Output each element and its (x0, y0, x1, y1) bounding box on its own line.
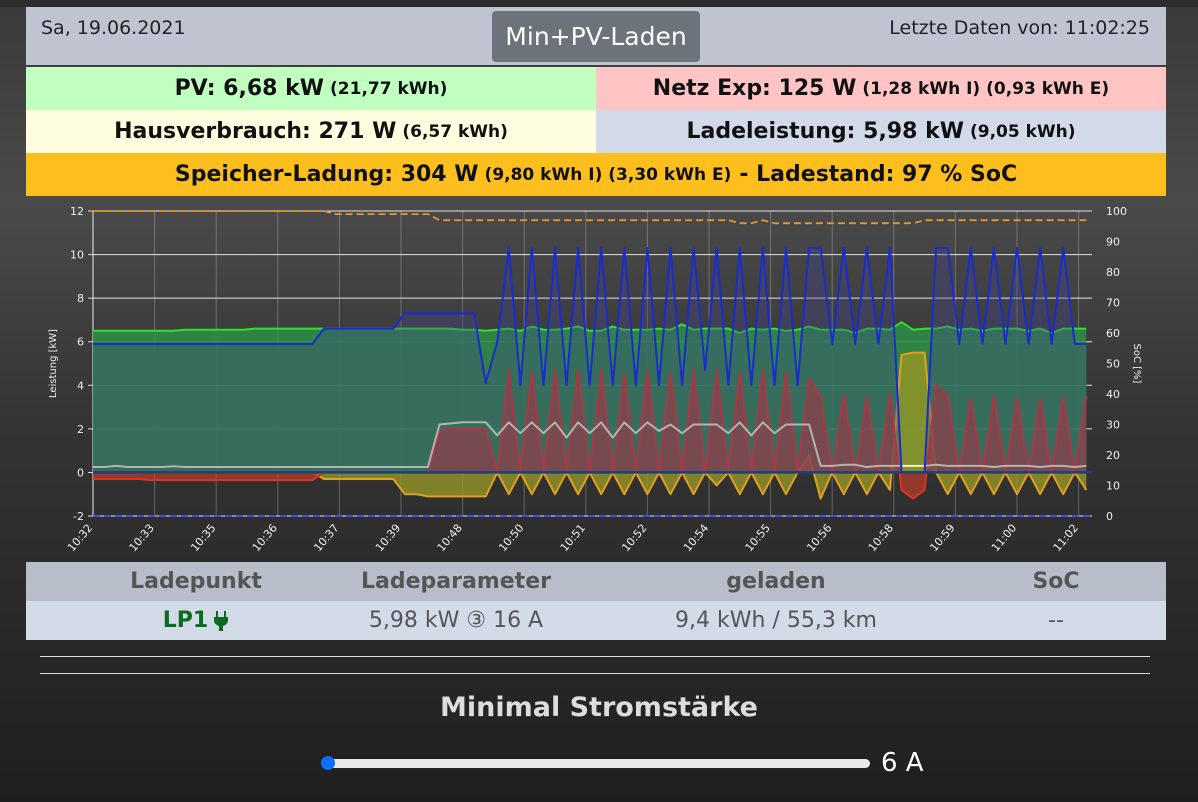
charge-params: 5,98 kW ③ 16 A (368, 608, 544, 633)
battery-energy: (9,80 kWh I) (3,30 kWh E) (484, 164, 732, 185)
y-tick-label: 10 (70, 249, 84, 262)
date-label: Sa, 19.06.2021 (41, 17, 186, 39)
y2-tick-label: 30 (1106, 419, 1120, 432)
x-tick-label: 10:55 (743, 522, 773, 555)
pv-energy: (21,77 kWh) (330, 78, 448, 99)
min-current-slider-track[interactable] (322, 759, 870, 768)
divider (40, 673, 1150, 674)
header: Sa, 19.06.2021 Min+PV-Laden Letzte Daten… (26, 7, 1166, 65)
y-tick-label: 4 (77, 379, 84, 392)
x-tick-label: 10:32 (65, 522, 95, 555)
y-axis-label: Leistung [kW] (48, 329, 59, 398)
y-tick-label: -2 (73, 510, 84, 523)
x-tick-label: 10:56 (804, 522, 834, 555)
y2-tick-label: 80 (1106, 266, 1120, 279)
y2-tick-label: 40 (1106, 388, 1120, 401)
pv-value: PV: 6,68 kW (174, 76, 325, 101)
y2-tick-label: 10 (1106, 480, 1120, 493)
plug-icon (214, 610, 229, 631)
x-tick-label: 10:37 (311, 522, 341, 555)
y-tick-label: 8 (77, 292, 84, 305)
house-value: Hausverbrauch: 271 W (114, 119, 397, 144)
x-tick-label: 10:51 (558, 522, 588, 555)
min-current-title: Minimal Stromstärke (439, 692, 758, 723)
x-tick-label: 10:35 (188, 522, 218, 555)
x-tick-label: 10:58 (866, 522, 896, 555)
battery-summary: Speicher-Ladung: 304 W (9,80 kWh I) (3,30… (26, 153, 1166, 196)
table-header: Ladepunkt Ladeparameter geladen SoC (26, 562, 1166, 601)
charge-energy: (9,05 kWh) (969, 121, 1076, 142)
house-energy: (6,57 kWh) (402, 121, 508, 142)
ev-soc: -- (1048, 608, 1064, 633)
y2-tick-label: 0 (1106, 510, 1113, 523)
min-current-slider-handle[interactable] (321, 756, 335, 770)
power-chart-svg: -2 0 2 4 6 8 10 12 0 10 20 30 40 50 60 70 80 90 100 10:32 10… (48, 205, 1142, 555)
grid-value: Netz Exp: 125 W (652, 76, 857, 101)
series-line-hausverbrauch (93, 421, 1087, 468)
battery-soc: - Ladestand: 97 % SoC (739, 162, 1018, 187)
y2-tick-label: 60 (1106, 327, 1120, 340)
x-tick-label: 10:48 (435, 522, 465, 555)
divider (40, 656, 1150, 657)
header-ladeparameter: Ladeparameter (361, 569, 551, 594)
y-tick-label: 0 (77, 466, 84, 479)
header-geladen: geladen (726, 569, 826, 594)
y2-tick-label: 20 (1106, 449, 1120, 462)
last-data-label: Letzte Daten von: 11:02:25 (889, 17, 1150, 39)
series-line-speicher-soc (93, 210, 1087, 225)
grid-summary: Netz Exp: 125 W (1,28 kWh I) (0,93 kWh E) (596, 67, 1166, 110)
y-tick-label: 2 (77, 423, 84, 436)
charged-amount: 9,4 kWh / 55,3 km (675, 608, 877, 633)
y2-tick-label: 50 (1106, 358, 1120, 371)
power-chart: -2 0 2 4 6 8 10 12 0 10 20 30 40 50 60 70 80 90 100 10:32 10… (26, 200, 1166, 560)
x-tick-label: 10:54 (681, 522, 711, 555)
pv-summary: PV: 6,68 kW (21,77 kWh) (26, 67, 596, 110)
x-tick-label: 11:02 (1051, 522, 1081, 555)
top-strip (0, 0, 1198, 7)
x-tick-label: 11:00 (989, 522, 1019, 555)
grid-energy: (1,28 kWh I) (0,93 kWh E) (862, 78, 1110, 99)
battery-value: Speicher-Ladung: 304 W (174, 162, 479, 187)
series-area-evu (93, 370, 1087, 499)
charge-mode-button[interactable]: Min+PV-Laden (492, 11, 700, 62)
y2-tick-label: 90 (1106, 236, 1120, 249)
y-tick-label: 12 (70, 205, 84, 218)
charge-value: Ladeleistung: 5,98 kW (686, 119, 964, 144)
charge-summary: Ladeleistung: 5,98 kW (9,05 kWh) (596, 110, 1166, 153)
header-soc: SoC (1032, 569, 1080, 594)
charge-point-table: Ladepunkt Ladeparameter geladen SoC LP1 … (26, 562, 1166, 640)
y2-tick-label: 100 (1106, 205, 1127, 218)
x-tick-label: 10:39 (373, 522, 403, 555)
series-line-pv (93, 321, 1087, 334)
y2-axis-label: SoC [%] (1131, 344, 1142, 384)
house-summary: Hausverbrauch: 271 W (6,57 kWh) (26, 110, 596, 153)
x-tick-label: 10:33 (127, 522, 157, 555)
min-current-value: 6 A (881, 748, 924, 778)
lp-name: LP1 (162, 608, 209, 633)
x-tick-label: 10:36 (250, 522, 280, 555)
x-tick-label: 10:59 (927, 522, 957, 555)
header-ladepunkt: Ladepunkt (130, 569, 262, 594)
x-tick-label: 10:50 (496, 522, 526, 555)
lp-name-cell[interactable]: LP1 (66, 601, 326, 640)
table-row[interactable]: LP1 5,98 kW ③ 16 A 9,4 kWh / 55,3 km -- (26, 601, 1166, 640)
y-tick-label: 6 (77, 336, 84, 349)
x-tick-label: 10:52 (619, 522, 649, 555)
y2-tick-label: 70 (1106, 297, 1120, 310)
